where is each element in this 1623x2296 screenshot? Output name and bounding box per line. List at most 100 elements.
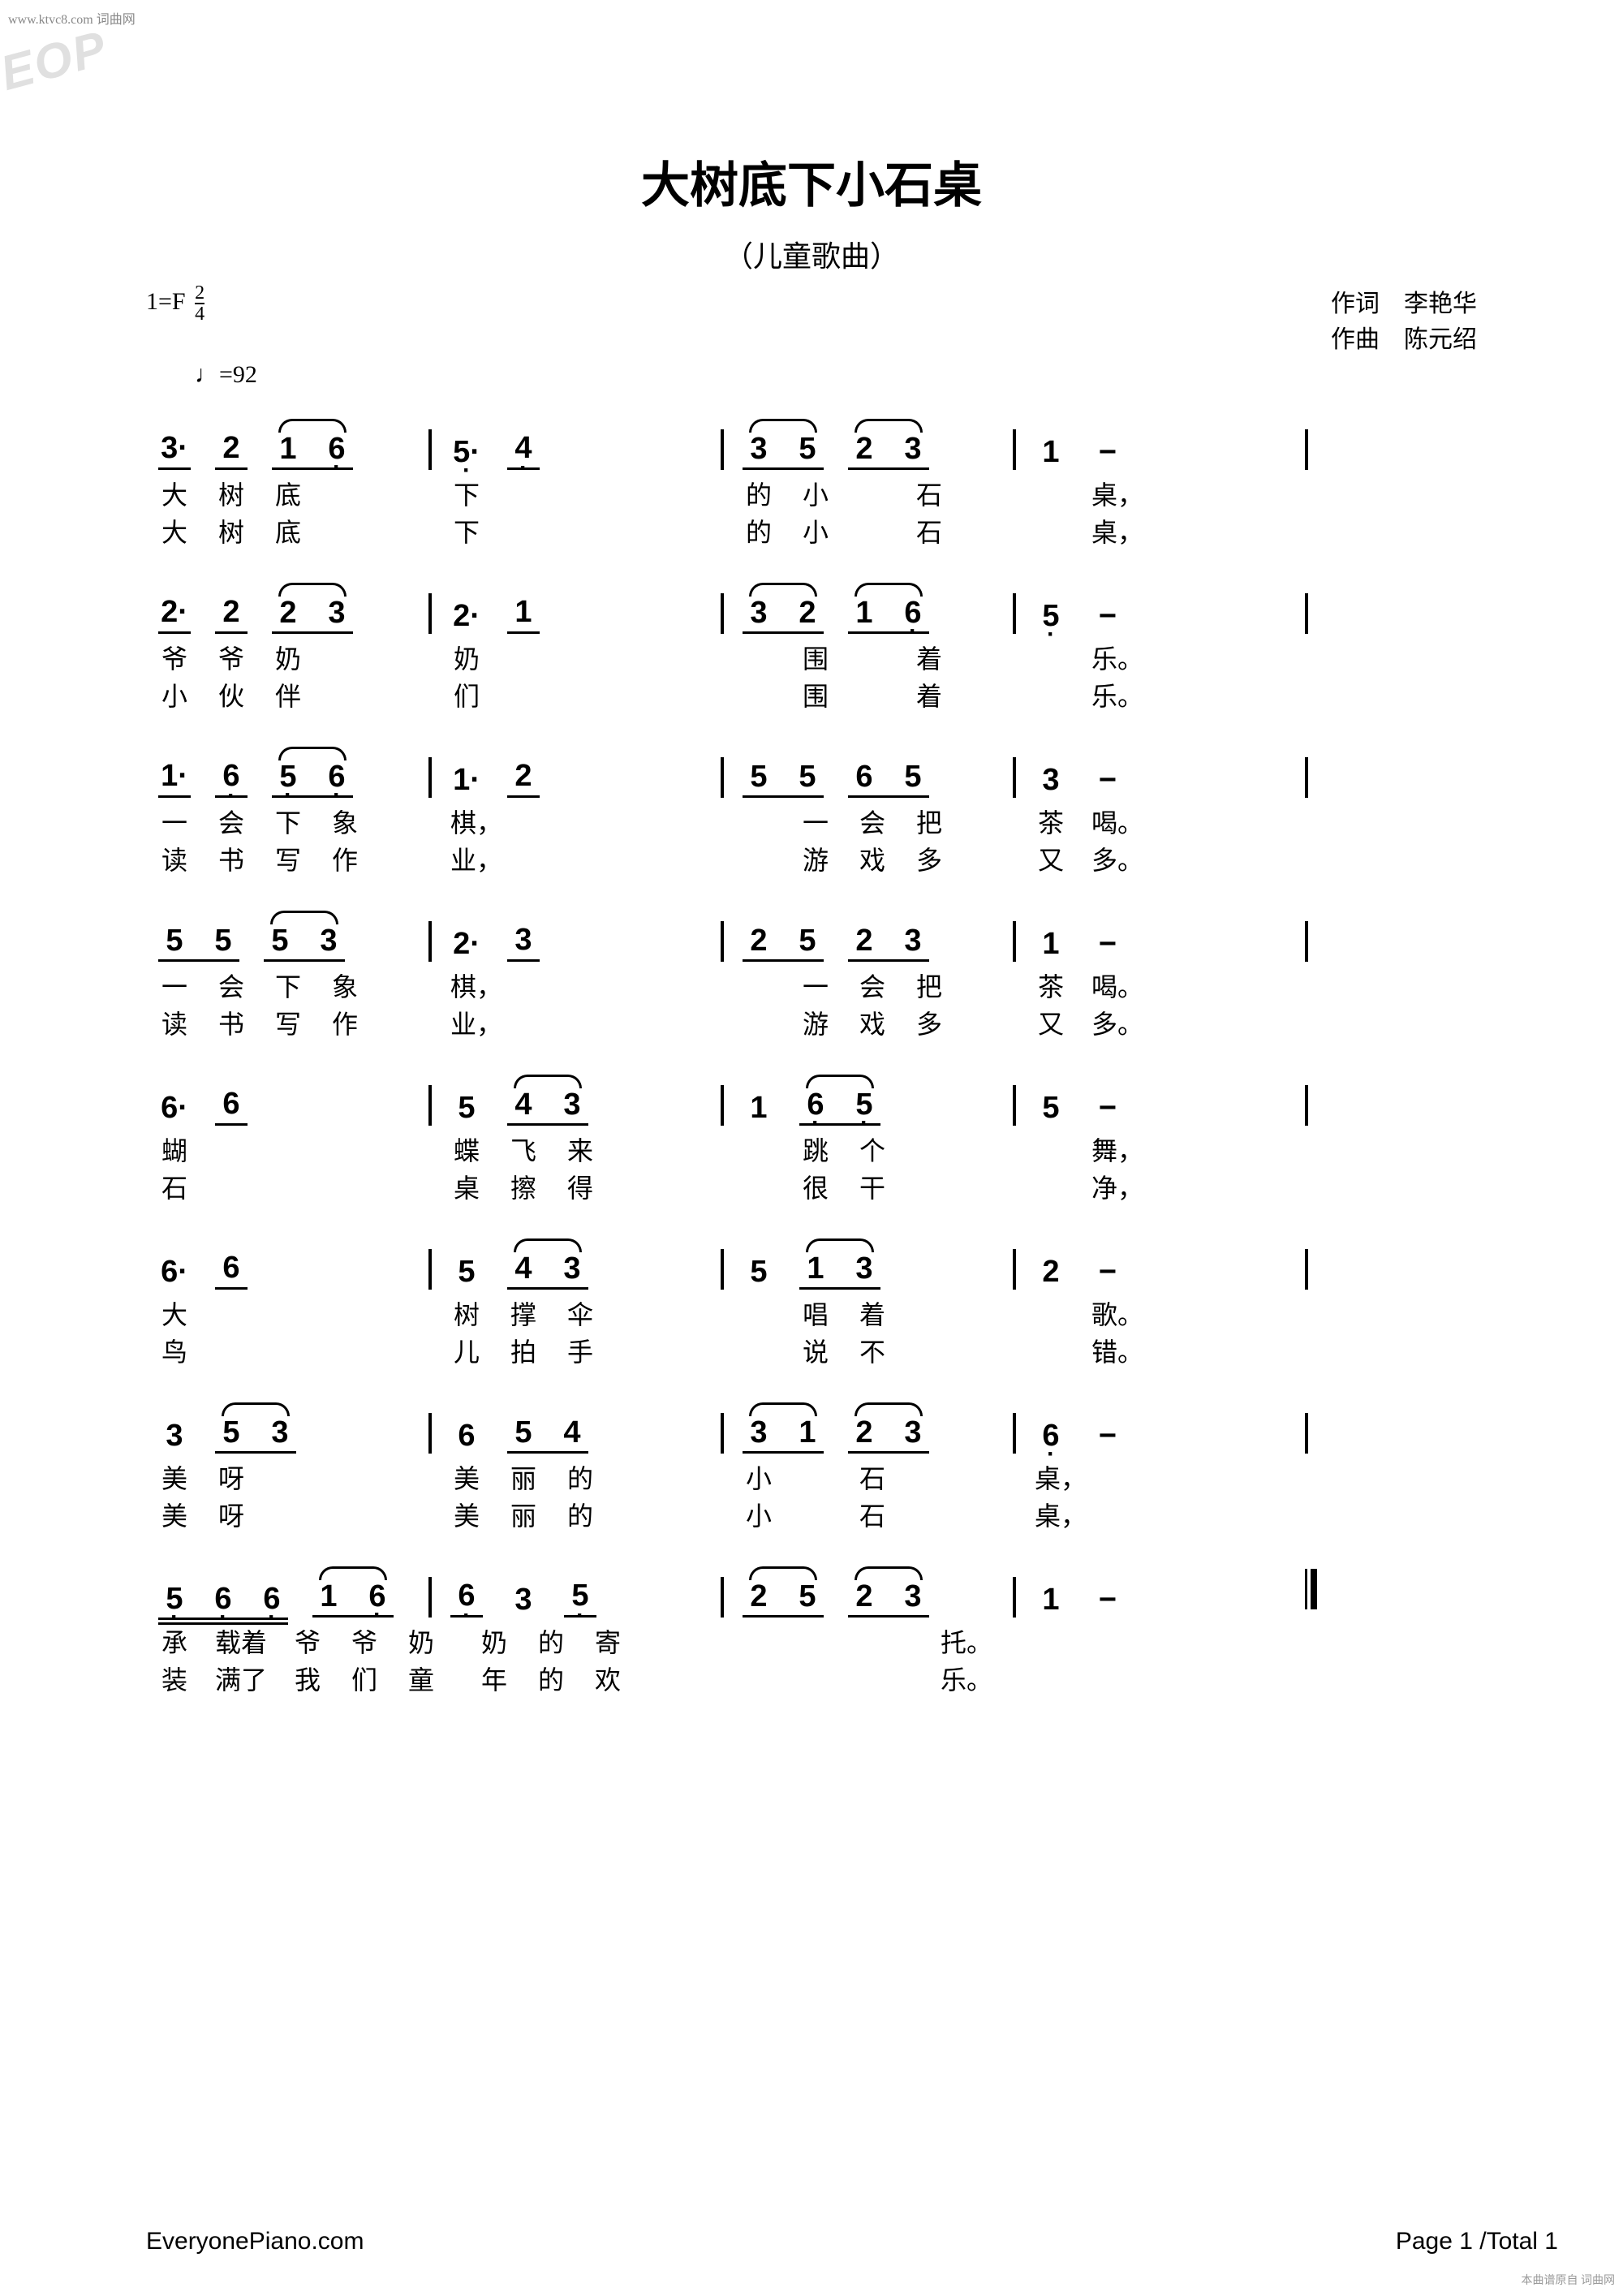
notes-row: 1·6561·255653− (146, 749, 1477, 798)
measure-lyric: 桌， (1022, 512, 1298, 545)
measure-lyric: 鸟 (146, 1332, 422, 1364)
measure-lyric: 爷爷奶 (146, 639, 422, 671)
measure-lyric: 乐。 (1022, 676, 1298, 709)
measure-lyric: 大 (146, 1294, 422, 1327)
measure-lyric: 桌， (1022, 1496, 1298, 1528)
measure: 654 (438, 1415, 714, 1454)
measure-lyric: 错。 (1022, 1332, 1298, 1364)
measure: 1− (1022, 927, 1298, 962)
lyrics-row: 爷爷奶奶围着乐。 (146, 639, 1477, 671)
measure-lyric: 蝶飞来 (438, 1131, 714, 1163)
measure-lyric: 说不 (730, 1332, 1006, 1364)
measure: 3523 (730, 432, 1006, 470)
measure: 1·656 (146, 759, 422, 798)
measure-lyric: 小石 (730, 1496, 1006, 1528)
measure-lyric: 桌， (1022, 475, 1298, 507)
measure: 5− (1022, 599, 1298, 634)
notes-row: 353 654 3123 6− (146, 1405, 1477, 1454)
tempo: ♩=92 (195, 361, 1477, 389)
measure-lyric: 茶喝。 (1022, 967, 1298, 999)
measure-lyric: 围着 (730, 639, 1006, 671)
measure: 635 (438, 1579, 714, 1618)
time-den: 4 (195, 304, 204, 324)
measure-lyric: 乐。 (1022, 639, 1298, 671)
measure-lyric: 一会下象 (146, 967, 422, 999)
lyrics-row: 读书写作业，游戏多又多。 (146, 1004, 1477, 1036)
notes-row: 6·65431655− (146, 1077, 1477, 1126)
measure-lyric: 游戏多 (730, 840, 1006, 872)
measure-lyric: 的小石 (730, 512, 1006, 545)
measure-lyric: 读书写作 (146, 1004, 422, 1036)
measure-lyric: 装满了我们童 (146, 1660, 450, 1692)
measure: 56616 (146, 1579, 422, 1618)
meta-row: 1=F 2 4 作词 李艳华 作曲 陈元绍 (146, 283, 1477, 355)
measure-lyric: 下 (438, 475, 714, 507)
measure-lyric: 石 (146, 1168, 422, 1200)
measure-lyric: 棋， (438, 803, 714, 835)
measure-lyric: 美呀 (146, 1496, 422, 1528)
measure-lyric: 大树底 (146, 475, 422, 507)
lyrics-row: 小伙伴们围着乐。 (146, 676, 1477, 709)
measure-lyric: 奶 (438, 639, 714, 671)
lyrics-row: 大树撑伞唱着歌。 (146, 1294, 1477, 1327)
lyrics-row: 大树底下的小石桌， (146, 475, 1477, 507)
measure-lyric: 舞， (1022, 1131, 1298, 1163)
measure-lyric (1050, 1660, 1326, 1692)
measure-lyric: 读书写作 (146, 840, 422, 872)
lyrics-row: 鸟儿拍手说不错。 (146, 1332, 1477, 1364)
measure: 353 (146, 1415, 422, 1454)
measure-lyric: 游戏多 (730, 1004, 1006, 1036)
lyrics-row: 美呀美丽的小石桌， (146, 1496, 1477, 1528)
measure: 6·6 (146, 1251, 422, 1290)
measure-lyric: 棋， (438, 967, 714, 999)
measure: 2·1 (438, 595, 714, 634)
notes-row: 55532·325231− (146, 913, 1477, 962)
footer-site: EveryonePiano.com (146, 2228, 364, 2255)
measure: 2− (1022, 1255, 1298, 1290)
measure-lyric: 歌。 (1022, 1294, 1298, 1327)
measure-lyric: 乐。 (758, 1660, 1034, 1692)
measure: 165 (730, 1088, 1006, 1126)
measure-lyric: 唱着 (730, 1294, 1006, 1327)
measure: 3123 (730, 1415, 1006, 1454)
measure: 2523 (730, 1579, 1006, 1618)
measure: 1− (1022, 435, 1298, 470)
measure-lyric: 一会把 (730, 803, 1006, 835)
measure: 5·4 (438, 431, 714, 470)
measure-lyric: 们 (438, 676, 714, 709)
score-line: 6·65435132−大树撑伞唱着歌。鸟儿拍手说不错。 (146, 1241, 1477, 1364)
footer-source: 本曲谱原自 词曲网 (1522, 2272, 1616, 2288)
score-line: 6·65431655−蝴蝶飞来跳个舞，石桌擦得很干净， (146, 1077, 1477, 1200)
measure: 1− (1022, 1583, 1298, 1618)
tempo-note: ♩ (195, 361, 219, 388)
score-line: 2·2232·132165−爷爷奶奶围着乐。小伙伴们围着乐。 (146, 585, 1477, 709)
lyricist-label: 作词 (1331, 291, 1380, 317)
score-line: 1·6561·255653−一会下象棋，一会把茶喝。读书写作业，游戏多又多。 (146, 749, 1477, 872)
watermark-top: www.ktvc8.com 词曲网 (8, 8, 136, 28)
measure: 5− (1022, 1091, 1298, 1126)
score-line: 55532·325231−一会下象棋，一会把茶喝。读书写作业，游戏多又多。 (146, 913, 1477, 1036)
measure-lyric: 美丽的 (438, 1458, 714, 1491)
measure: 1·2 (438, 759, 714, 798)
score-line: 3·2165·435231−大树底下的小石桌，大树底下的小石桌， (146, 421, 1477, 545)
measure: 3− (1022, 763, 1298, 798)
lyrics-row: 读书写作业，游戏多又多。 (146, 840, 1477, 872)
measure-lyric: 净， (1022, 1168, 1298, 1200)
lyrics-row: 一会下象棋，一会把茶喝。 (146, 803, 1477, 835)
measure-lyric: 奶的寄 (466, 1622, 742, 1655)
measure-lyric: 桌， (1022, 1458, 1298, 1491)
measure-lyric: 的小石 (730, 475, 1006, 507)
lyrics-row: 石桌擦得很干净， (146, 1168, 1477, 1200)
lyrics-row: 美呀美丽的小石桌， (146, 1458, 1477, 1491)
credits: 作词 李艳华 作曲 陈元绍 (1331, 283, 1477, 355)
measure: 2·223 (146, 595, 422, 634)
lyrics-row: 大树底下的小石桌， (146, 512, 1477, 545)
measure: 5553 (146, 924, 422, 962)
measure: 6− (1022, 1419, 1298, 1454)
measure-lyric: 很干 (730, 1168, 1006, 1200)
measure-lyric: 小伙伴 (146, 676, 422, 709)
measure: 3·216 (146, 431, 422, 470)
measure-lyric: 又多。 (1022, 1004, 1298, 1036)
measure-lyric: 蝴 (146, 1131, 422, 1163)
composer: 陈元绍 (1404, 326, 1477, 353)
